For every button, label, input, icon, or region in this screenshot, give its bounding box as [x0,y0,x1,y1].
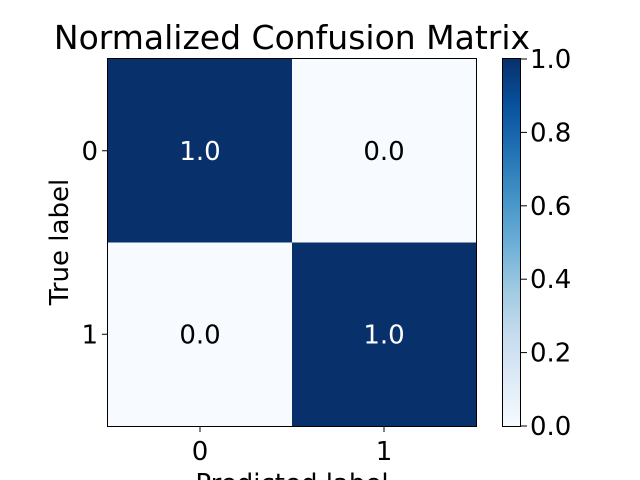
colorbar-tick-label: 0.6 [530,192,571,222]
colorbar-tick-label: 1.0 [530,45,571,75]
y-tick-label: 1 [81,320,98,350]
colorbar-tick-label: 0.4 [530,265,571,295]
heatmap-cell [108,59,292,243]
chart-title: Normalized Confusion Matrix [54,18,530,57]
heatmap-cell-labels: 1.0 0.0 0.0 1.0 [179,137,404,351]
colorbar [502,58,521,427]
heatmap-cell [292,59,476,243]
colorbar-ticks: 0.0 0.2 0.4 0.6 0.8 1.0 [521,45,571,442]
colorbar-tick-label: 0.0 [530,412,571,442]
cell-value-label: 1.0 [363,320,404,350]
x-tick-label: 0 [192,437,209,467]
y-axis-ticks: 01 [81,137,108,350]
cell-value-label: 0.0 [363,137,404,167]
plot-frame [107,58,477,427]
heatmap-cell [108,242,292,426]
y-axis-label: True label [45,179,75,306]
y-tick-label: 0 [81,137,98,167]
x-tick-label: 1 [376,437,393,467]
colorbar-tick-label: 0.2 [530,339,571,369]
heatmap-cells [108,59,476,426]
cell-value-label: 1.0 [179,137,220,167]
colorbar-tick-label: 0.8 [530,118,571,148]
cell-value-label: 0.0 [179,320,220,350]
x-axis-label: Predicted label [195,469,388,480]
heatmap-cell [292,242,476,426]
